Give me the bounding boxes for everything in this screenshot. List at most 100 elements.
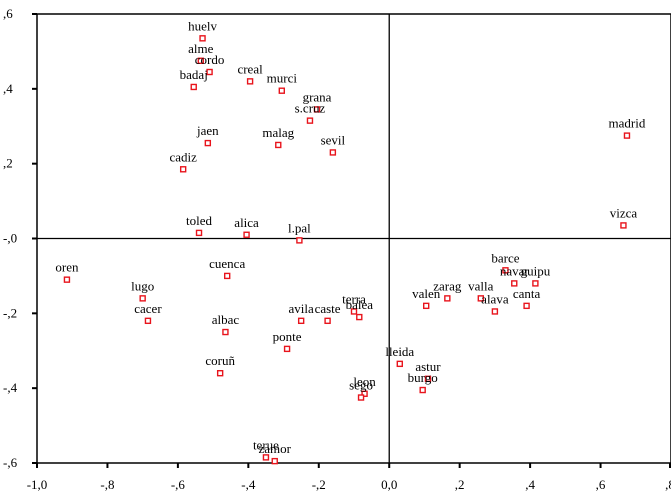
- point-label-creal: creal: [237, 61, 263, 76]
- reference-lines: [37, 14, 671, 463]
- point-label-avila: avila: [289, 301, 314, 316]
- data-point-barce: [502, 267, 509, 274]
- point-label-alme: alme: [188, 41, 213, 56]
- data-point-guipu: [532, 280, 539, 287]
- data-point-caste: [324, 317, 331, 325]
- x-tick-label: ,2: [455, 477, 465, 492]
- x-tick-label: ,4: [525, 477, 535, 492]
- y-tick-label: ,2: [3, 156, 13, 171]
- data-point-valla: [477, 295, 484, 302]
- y-tick-label: -,6: [3, 455, 18, 470]
- data-point-avila: [297, 317, 305, 325]
- y-tick-label: ,4: [3, 81, 13, 96]
- point-label-navar: navar: [500, 263, 530, 278]
- point-label-jaen: jaen: [196, 123, 219, 138]
- data-point-valen: [423, 302, 430, 310]
- point-label-s.cruz: s.cruz: [295, 101, 326, 116]
- point-label-guipu: guipu: [521, 263, 551, 278]
- data-point-oren: [63, 276, 71, 283]
- data-point-lugo: [139, 295, 146, 302]
- data-point-balea: [356, 313, 363, 321]
- point-label-zamor: zamor: [259, 441, 292, 456]
- point-label-terra: terra: [342, 291, 366, 306]
- data-points: [63, 35, 631, 465]
- point-label-malag: malag: [262, 125, 294, 140]
- y-tick-label: -,2: [3, 305, 17, 320]
- x-tick-label: -,6: [171, 477, 186, 492]
- point-label-astur: astur: [415, 359, 441, 374]
- point-label-valen: valen: [412, 286, 441, 301]
- data-point-sevil: [329, 149, 337, 156]
- x-tick-label: -,4: [241, 477, 256, 492]
- data-point-cuenca: [223, 272, 231, 280]
- data-point-cacer: [144, 317, 152, 325]
- point-label-valla: valla: [468, 278, 493, 293]
- data-point-canta: [523, 302, 530, 310]
- point-label-l.pal: l.pal: [288, 220, 311, 235]
- point-label-cacer: cacer: [134, 301, 162, 316]
- data-point-toled: [195, 229, 203, 237]
- y-tick-label: ,6: [3, 6, 13, 21]
- data-point-coruñ: [216, 370, 224, 377]
- x-tick-label: -,2: [312, 477, 326, 492]
- x-tick-label: -1,0: [27, 477, 48, 492]
- point-label-ponte: ponte: [273, 329, 302, 344]
- point-label-grana: grana: [303, 89, 332, 104]
- data-point-sego: [357, 394, 365, 401]
- point-label-badaj: badaj: [180, 67, 208, 82]
- point-label-burgo: burgo: [408, 370, 438, 385]
- data-point-navar: [511, 280, 518, 287]
- data-point-leon: [361, 390, 368, 397]
- data-point-malag: [275, 141, 282, 149]
- data-point-murci: [278, 87, 285, 94]
- y-tick-label: -,0: [3, 231, 17, 246]
- point-label-alava: alava: [481, 291, 509, 306]
- point-label-toled: toled: [186, 213, 212, 228]
- point-label-barce: barce: [491, 250, 519, 265]
- point-label-lugo: lugo: [131, 278, 154, 293]
- point-label-oren: oren: [55, 260, 79, 275]
- x-tick-label: ,8: [665, 477, 671, 492]
- point-label-canta: canta: [513, 286, 541, 301]
- point-label-albac: albac: [212, 312, 240, 327]
- y-axis: ,6 ,4 ,2 -,0 -,2 -,4 -,6: [3, 6, 37, 470]
- data-point-vizca: [620, 222, 627, 229]
- point-label-lleida: lleida: [385, 344, 414, 359]
- data-point-alme: [197, 57, 204, 64]
- point-label-vizca: vizca: [610, 205, 638, 220]
- data-point-astur: [424, 375, 432, 383]
- data-point-lleida: [396, 360, 403, 368]
- x-axis: -1,0 -,8 -,6 -,4 -,2 0,0 ,2 ,4 ,6 ,8: [27, 463, 671, 492]
- point-label-leon: leon: [353, 374, 376, 389]
- point-label-sevil: sevil: [321, 132, 346, 147]
- data-point-grana: [313, 106, 321, 113]
- data-point-huelv: [199, 35, 206, 42]
- data-point-jaen: [204, 139, 212, 147]
- point-label-madrid: madrid: [609, 116, 646, 131]
- data-point-cordo: [206, 68, 213, 76]
- data-point-terra: [350, 308, 358, 315]
- y-tick-label: -,4: [3, 380, 18, 395]
- point-label-huelv: huelv: [188, 18, 217, 33]
- data-point-creal: [246, 78, 254, 85]
- data-point-alica: [243, 231, 250, 238]
- point-label-cuenca: cuenca: [209, 256, 245, 271]
- point-label-alica: alica: [234, 215, 259, 230]
- data-point-cadiz: [179, 166, 187, 173]
- point-label-balea: balea: [346, 297, 374, 312]
- data-point-terue: [262, 454, 270, 461]
- point-label-terue: terue: [253, 437, 279, 452]
- data-point-ponte: [283, 345, 291, 353]
- point-label-sego: sego: [349, 378, 373, 393]
- data-point-l.pal: [296, 237, 303, 244]
- data-point-zamor: [271, 457, 278, 465]
- x-tick-label: 0,0: [381, 477, 397, 492]
- point-label-cordo: cordo: [195, 52, 225, 67]
- x-tick-label: -,8: [100, 477, 114, 492]
- data-point-s.cruz: [306, 117, 314, 124]
- data-point-burgo: [419, 386, 426, 394]
- data-point-alava: [491, 308, 499, 315]
- x-tick-label: ,6: [596, 477, 606, 492]
